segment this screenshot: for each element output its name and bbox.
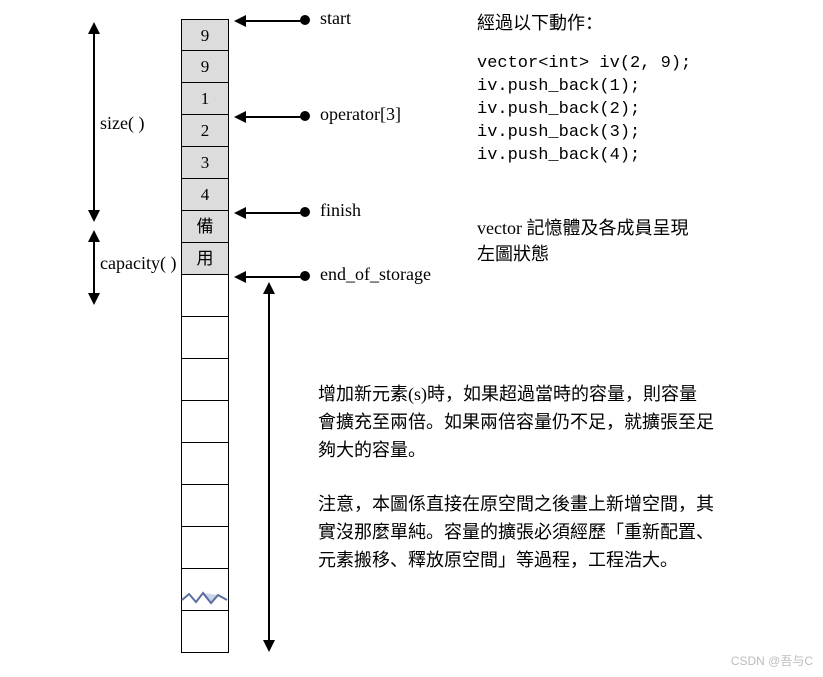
code-line-4: iv.push_back(4); bbox=[477, 146, 640, 165]
mid-text-l1: vector 記憶體及各成員呈現 bbox=[477, 218, 688, 238]
label-operator3: operator[3] bbox=[320, 104, 401, 125]
dot-operator3 bbox=[300, 111, 310, 121]
para2-l1: 注意，本圖係直接在原空間之後畫上新增空間，其 bbox=[318, 494, 714, 514]
extended-range-arrow bbox=[268, 292, 270, 642]
dot-finish bbox=[300, 207, 310, 217]
cell-empty-3 bbox=[181, 401, 229, 443]
cell-3: 2 bbox=[181, 115, 229, 147]
cell-2: 1 bbox=[181, 83, 229, 115]
label-start: start bbox=[320, 8, 351, 29]
top-text: 經過以下動作： bbox=[477, 10, 603, 36]
cell-empty-5 bbox=[181, 485, 229, 527]
cell-0: 9 bbox=[181, 19, 229, 51]
cell-empty-6 bbox=[181, 527, 229, 569]
label-eos: end_of_storage bbox=[320, 264, 431, 285]
code-line-2: iv.push_back(2); bbox=[477, 100, 640, 119]
cell-empty-4 bbox=[181, 443, 229, 485]
cell-reserve-2: 用 bbox=[181, 243, 229, 275]
para1-l3: 夠大的容量。 bbox=[318, 440, 426, 460]
arrow-finish bbox=[242, 212, 302, 214]
mid-text: vector 記憶體及各成員呈現 左圖狀態 bbox=[477, 215, 777, 267]
diagram-root: size( ) capacity( ) 9 9 1 2 3 4 備 用 star… bbox=[0, 0, 823, 677]
label-finish: finish bbox=[320, 200, 361, 221]
cell-empty-8 bbox=[181, 611, 229, 653]
para1-l2: 會擴充至兩倍。如果兩倍容量仍不足，就擴張至足 bbox=[318, 412, 714, 432]
cell-1: 9 bbox=[181, 51, 229, 83]
arrow-start bbox=[242, 20, 302, 22]
cell-4: 3 bbox=[181, 147, 229, 179]
capacity-range-arrow bbox=[93, 240, 95, 295]
watermark: CSDN @吾与C bbox=[731, 652, 813, 669]
zigzag-break-icon bbox=[181, 590, 229, 606]
size-range-arrow bbox=[93, 32, 95, 212]
cell-5: 4 bbox=[181, 179, 229, 211]
para2-l2: 實沒那麼單純。容量的擴張必須經歷「重新配置、 bbox=[318, 522, 714, 542]
code-line-1: iv.push_back(1); bbox=[477, 77, 640, 96]
capacity-label: capacity( ) bbox=[100, 253, 176, 274]
size-label: size( ) bbox=[100, 113, 144, 134]
paragraph-1: 增加新元素(s)時，如果超過當時的容量，則容量 會擴充至兩倍。如果兩倍容量仍不足… bbox=[318, 380, 778, 464]
code-block: vector<int> iv(2, 9); iv.push_back(1); i… bbox=[477, 52, 691, 167]
para1-l1: 增加新元素(s)時，如果超過當時的容量，則容量 bbox=[318, 384, 697, 404]
arrow-operator3 bbox=[242, 116, 302, 118]
cell-reserve-1: 備 bbox=[181, 211, 229, 243]
code-line-0: vector<int> iv(2, 9); bbox=[477, 54, 691, 73]
mid-text-l2: 左圖狀態 bbox=[477, 244, 549, 264]
dot-eos bbox=[300, 271, 310, 281]
arrow-eos bbox=[242, 276, 302, 278]
cell-empty-2 bbox=[181, 359, 229, 401]
dot-start bbox=[300, 15, 310, 25]
cell-empty-0 bbox=[181, 275, 229, 317]
paragraph-2: 注意，本圖係直接在原空間之後畫上新增空間，其 實沒那麼單純。容量的擴張必須經歷「… bbox=[318, 490, 778, 574]
cell-empty-1 bbox=[181, 317, 229, 359]
para2-l3: 元素搬移、釋放原空間」等過程，工程浩大。 bbox=[318, 550, 678, 570]
code-line-3: iv.push_back(3); bbox=[477, 123, 640, 142]
